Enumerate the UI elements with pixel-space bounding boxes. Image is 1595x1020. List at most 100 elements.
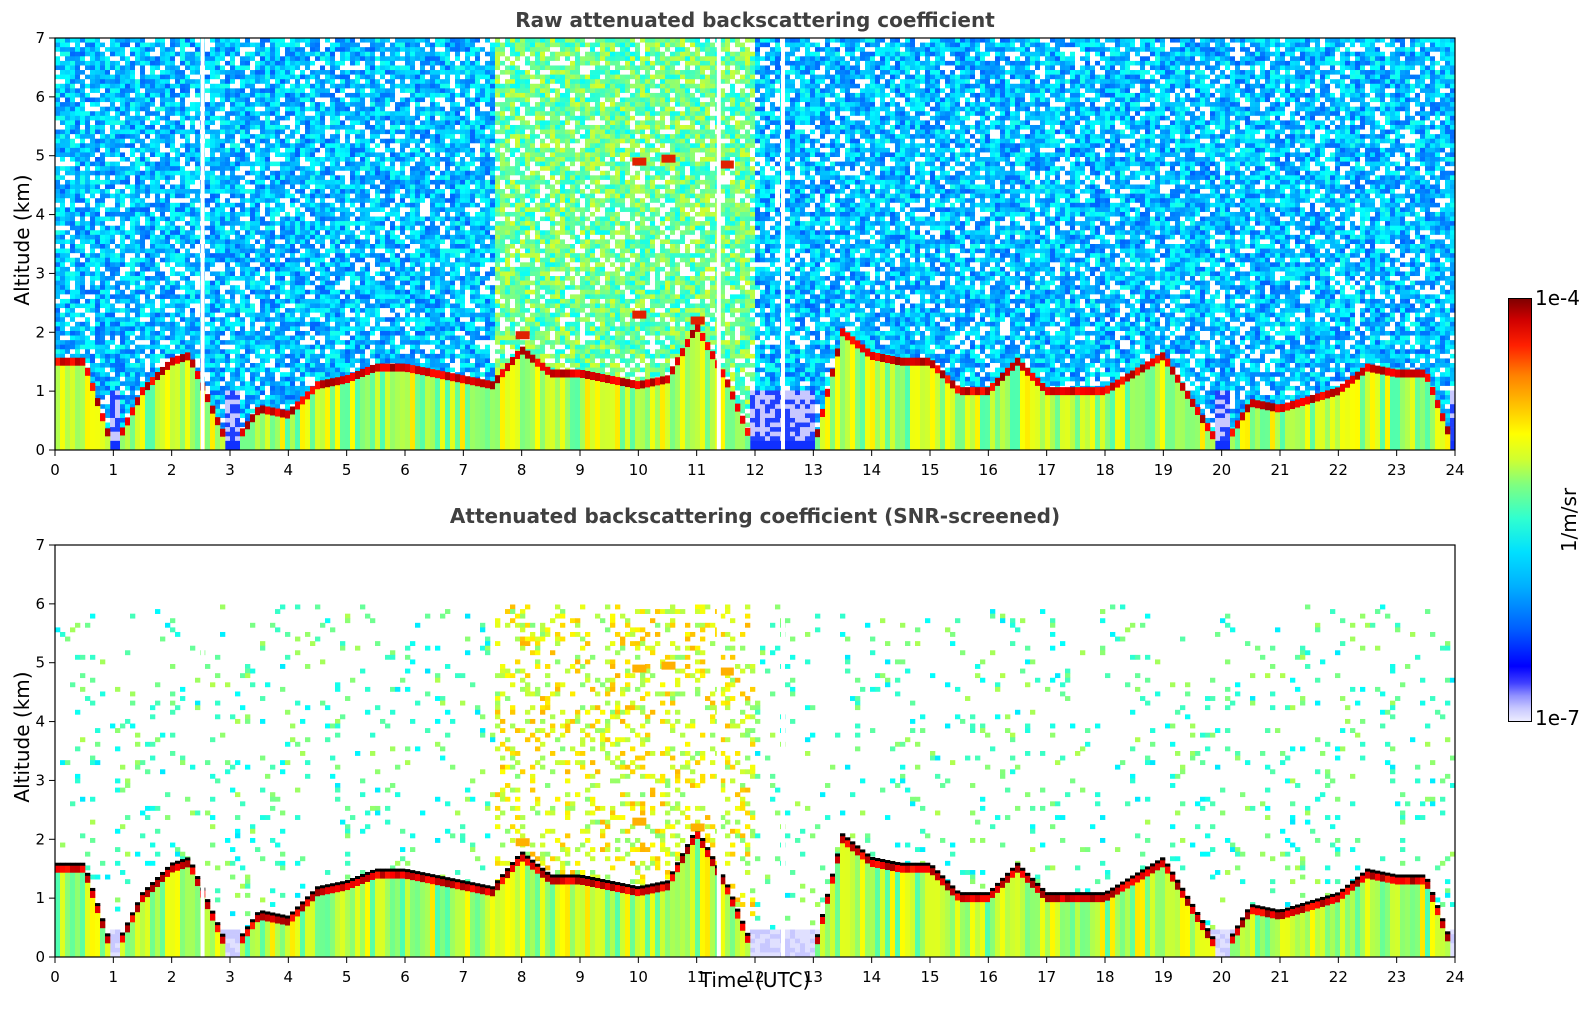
noise-cell <box>150 345 155 350</box>
noise-cell <box>215 130 220 135</box>
noise-cell <box>150 65 155 70</box>
noise-cell <box>300 184 305 189</box>
noise-cell <box>150 184 155 189</box>
noise-cell <box>120 166 125 171</box>
noise-cell <box>80 93 85 98</box>
noise-cell <box>205 88 210 93</box>
noise-cell <box>250 180 255 185</box>
noise-cell <box>280 52 285 57</box>
noise-cell <box>190 70 195 75</box>
noise-cell <box>175 253 180 258</box>
noise-cell <box>70 276 75 281</box>
noise-cell <box>150 203 155 208</box>
noise-cell <box>210 152 215 157</box>
noise-cell <box>265 294 270 299</box>
noise-cell <box>205 180 210 185</box>
noise-cell <box>70 139 75 144</box>
noise-cell <box>100 134 105 139</box>
noise-cell <box>305 171 310 176</box>
noise-cell <box>90 372 95 377</box>
noise-cell <box>80 239 85 244</box>
noise-cell <box>180 267 185 272</box>
noise-cell <box>140 88 145 93</box>
noise-cell <box>155 253 160 258</box>
noise-cell <box>275 207 280 212</box>
noise-cell <box>115 432 120 437</box>
noise-cell <box>125 313 130 318</box>
noise-cell <box>115 400 120 405</box>
noise-cell <box>255 171 260 176</box>
noise-cell <box>250 84 255 89</box>
noise-cell <box>140 239 145 244</box>
noise-cell <box>285 116 290 121</box>
noise-cell <box>235 358 240 363</box>
noise-cell <box>170 98 175 103</box>
noise-cell <box>275 363 280 368</box>
noise-cell <box>125 308 130 313</box>
noise-cell <box>100 70 105 75</box>
noise-cell <box>60 61 65 66</box>
noise-cell <box>195 304 200 309</box>
noise-cell <box>250 271 255 276</box>
noise-cell <box>80 116 85 121</box>
noise-cell <box>60 166 65 171</box>
noise-cell <box>235 166 240 171</box>
noise-cell <box>135 125 140 130</box>
noise-cell <box>330 203 335 208</box>
noise-cell <box>80 52 85 57</box>
noise-cell <box>300 194 305 199</box>
noise-cell <box>310 79 315 84</box>
noise-cell <box>110 157 115 162</box>
noise-cell <box>250 253 255 258</box>
noise-cell <box>120 111 125 116</box>
noise-cell <box>180 116 185 121</box>
noise-cell <box>250 116 255 121</box>
noise-cell <box>135 139 140 144</box>
noise-cell <box>325 194 330 199</box>
noise-cell <box>75 340 80 345</box>
noise-cell <box>175 120 180 125</box>
noise-cell <box>270 194 275 199</box>
noise-cell <box>160 157 165 162</box>
noise-cell <box>245 326 250 331</box>
noise-cell <box>245 180 250 185</box>
noise-cell <box>85 235 90 240</box>
noise-cell <box>290 372 295 377</box>
noise-cell <box>155 47 160 52</box>
noise-cell <box>100 65 105 70</box>
noise-cell <box>305 217 310 222</box>
noise-cell <box>95 340 100 345</box>
noise-cell <box>135 79 140 84</box>
noise-cell <box>160 226 165 231</box>
noise-cell <box>195 354 200 359</box>
noise-cell <box>80 299 85 304</box>
noise-cell <box>105 203 110 208</box>
noise-cell <box>215 281 220 286</box>
noise-cell <box>180 75 185 80</box>
noise-cell <box>270 313 275 318</box>
noise-cell <box>135 290 140 295</box>
noise-cell <box>85 336 90 341</box>
noise-cell <box>165 88 170 93</box>
noise-cell <box>270 217 275 222</box>
noise-cell <box>70 143 75 148</box>
noise-cell <box>115 258 120 263</box>
noise-cell <box>90 56 95 61</box>
noise-cell <box>185 221 190 226</box>
noise-cell <box>130 125 135 130</box>
noise-cell <box>70 120 75 125</box>
noise-cell <box>95 56 100 61</box>
noise-cell <box>180 162 185 167</box>
noise-cell <box>315 217 320 222</box>
noise-cell <box>95 217 100 222</box>
noise-cell <box>250 377 255 382</box>
noise-cell <box>120 93 125 98</box>
noise-cell <box>120 157 125 162</box>
noise-cell <box>305 43 310 48</box>
noise-cell <box>115 239 120 244</box>
noise-cell <box>160 249 165 254</box>
noise-cell <box>135 336 140 341</box>
noise-cell <box>70 290 75 295</box>
noise-cell <box>275 377 280 382</box>
noise-cell <box>210 207 215 212</box>
